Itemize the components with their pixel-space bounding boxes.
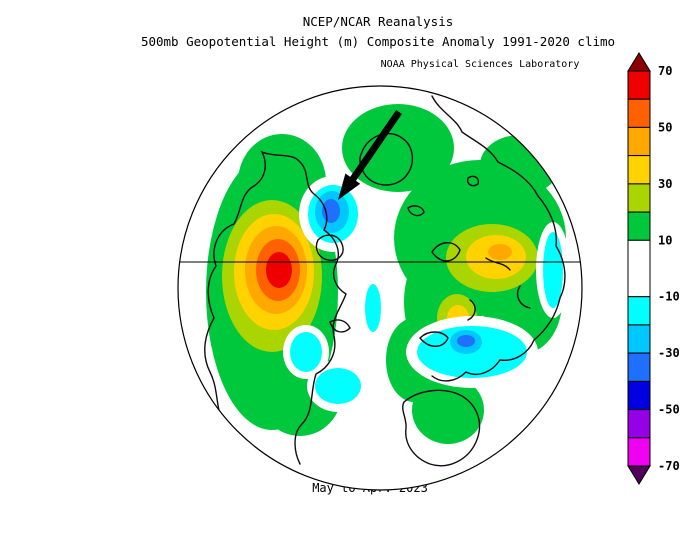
annotation-arrow-shaft [350,110,402,181]
colorbar-tick-label: 50 [658,120,672,134]
negative-anomaly-cyan-region [543,232,563,308]
colorbar-cell [627,155,651,185]
negative-anomaly-cyan-region [315,368,361,404]
neutral-gap [530,107,568,153]
coastline-eurasia [431,95,566,382]
colorbar-arrow-top [627,52,651,72]
coastline-africa [402,389,481,467]
coastline-great-lakes [329,319,351,333]
negative-anomaly-cyan-region [365,284,381,332]
colorbar-cell [627,126,651,157]
anomaly-fill-regions [206,104,570,444]
coastline-scandinavia [431,242,461,262]
plot-title: NCEP/NCAR Reanalysis [302,14,454,29]
negative-anomaly-blue-core [457,335,475,347]
coastline-iceland [407,205,425,217]
colorbar-tick-label: -10 [658,290,680,304]
colorbar-tick-label: -30 [658,346,680,360]
colorbar-cell [627,352,651,382]
positive-anomaly-green-region [480,135,560,195]
colorbar-cell [627,380,651,411]
colorbar-cell [627,409,651,439]
annotation-arrow [338,110,402,200]
positive-anomaly-green-region [342,104,454,192]
map-boundary-circle [177,85,583,491]
colorbar-cell [627,437,651,467]
plot-subtitle: 500mb Geopotential Height (m) Composite … [140,34,616,49]
coastline-hudson-bay [315,234,344,261]
continent-outlines [204,95,566,467]
colorbar-cell [627,211,651,241]
colorbar-cell [627,183,651,213]
colorbar-cell [627,296,651,326]
positive-anomaly-green-region [412,376,484,444]
negative-anomaly-cyan-region [290,332,322,372]
coastline-north-america [204,150,347,465]
annotation-arrow-head [338,173,361,200]
negative-anomaly-blue-core [322,199,340,223]
positive-anomaly-golden-spot [488,244,512,260]
colorbar-cell [627,70,651,100]
colorbar-tick-label: 30 [658,177,672,191]
negative-anomaly-cyan-region [537,115,561,145]
coastline-europe [419,331,449,347]
colorbar-cell [627,324,651,354]
colorbar-arrow-bottom [627,465,651,485]
colorbar-tick-label: 70 [658,64,672,78]
colorbar-cell [627,98,651,128]
positive-anomaly-red-core [266,252,292,288]
colorbar-cell [627,239,651,298]
colorbar-tick-label: -70 [658,459,680,473]
interior-borders-asia [467,257,531,321]
attribution-text: NOAA Physical Sciences Laboratory [380,59,580,70]
colorbar-tick-label: 10 [658,233,672,247]
colorbar: 70 50 30 10 -10 -30 -50 -70 [627,52,680,485]
coastline-svalbard [466,175,480,187]
colorbar-tick-label: -50 [658,403,680,417]
